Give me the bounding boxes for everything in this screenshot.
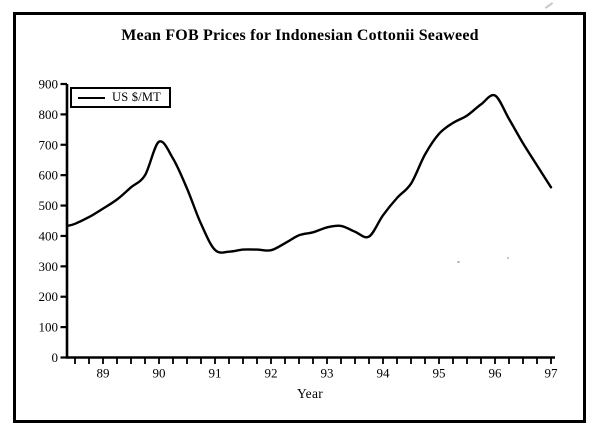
y-tick-label: 300 xyxy=(39,259,59,274)
y-tick-label: 600 xyxy=(39,168,59,183)
x-tick-label: 94 xyxy=(377,366,391,381)
y-tick-label: 700 xyxy=(39,137,59,152)
x-tick-label: 95 xyxy=(433,366,446,381)
y-tick-label: 100 xyxy=(39,320,59,335)
x-tick-label: 96 xyxy=(489,366,503,381)
scan-noise-speck xyxy=(507,257,509,259)
y-tick-label: 800 xyxy=(39,107,59,122)
figure-frame xyxy=(13,12,586,423)
x-tick-label: 89 xyxy=(97,366,110,381)
x-tick-label: 90 xyxy=(153,366,166,381)
scan-noise-speck xyxy=(457,261,460,263)
y-tick-label: 200 xyxy=(39,289,59,304)
x-tick-label: 92 xyxy=(265,366,278,381)
chart-title: Mean FOB Prices for Indonesian Cottonii … xyxy=(121,27,479,44)
price-line-series xyxy=(66,93,553,254)
x-axis-title: Year xyxy=(296,386,324,401)
x-tick-label: 91 xyxy=(209,366,222,381)
y-tick-label: 900 xyxy=(39,77,59,92)
y-tick-label: 0 xyxy=(52,350,59,365)
y-tick-label: 500 xyxy=(39,198,59,213)
legend-series-label: US $/MT xyxy=(112,90,161,104)
y-tick-label: 400 xyxy=(39,228,59,243)
legend: US $/MT xyxy=(70,87,171,108)
legend-line-sample-icon xyxy=(78,96,105,99)
x-tick-label: 93 xyxy=(321,366,334,381)
x-tick-label: 97 xyxy=(545,366,559,381)
